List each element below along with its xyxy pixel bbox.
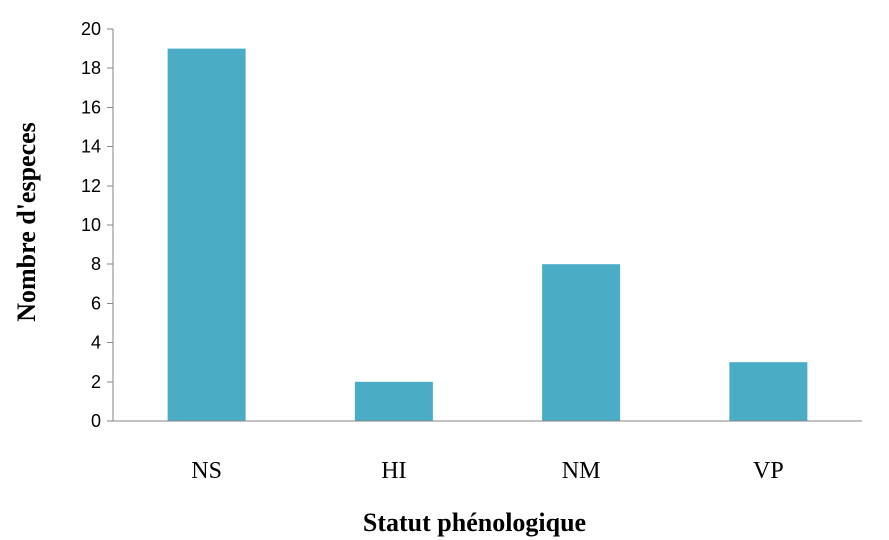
y-tick-label: 16 [81, 97, 101, 117]
bar-vp [729, 362, 808, 421]
x-category-label: VP [753, 458, 784, 484]
y-axis-ticks: 0 2 4 6 8 10 12 14 16 18 20 [81, 19, 113, 431]
x-category-label: HI [381, 458, 406, 484]
y-tick-label: 10 [81, 215, 101, 235]
y-tick-label: 20 [81, 19, 101, 39]
bars [167, 48, 808, 421]
x-category-label: NS [191, 458, 222, 484]
y-tick-label: 8 [91, 254, 101, 274]
y-tick-label: 14 [81, 137, 101, 157]
bar-hi [354, 381, 433, 421]
y-tick-label: 18 [81, 58, 101, 78]
x-axis-category-labels: NS HI NM VP [191, 458, 783, 484]
y-tick-label: 2 [91, 372, 101, 392]
y-tick-label: 6 [91, 293, 101, 313]
x-category-label: NM [562, 458, 601, 484]
y-tick-label: 4 [91, 333, 101, 353]
y-tick-label: 12 [81, 176, 101, 196]
bar-nm [542, 264, 621, 421]
x-axis-title: Statut phénologique [363, 508, 586, 537]
y-tick-label: 0 [91, 411, 101, 431]
y-axis-title: Nombre d'especes [12, 122, 41, 322]
bar-ns [167, 48, 246, 421]
